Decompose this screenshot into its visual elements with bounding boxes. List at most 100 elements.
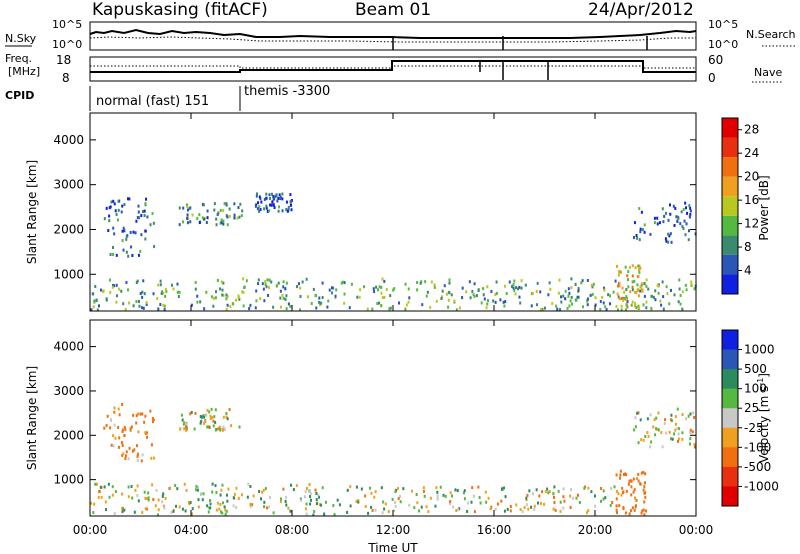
echo-cell [201, 498, 204, 502]
echo-cell [307, 295, 310, 299]
echo-cell [285, 207, 288, 211]
echo-cell [151, 417, 154, 421]
echo-cell [199, 300, 202, 304]
echo-cell [114, 209, 117, 213]
echo-cell [669, 232, 672, 236]
echo-cell [632, 490, 635, 494]
echo-cell [153, 245, 156, 249]
echo-cell [645, 284, 648, 288]
echo-cell [634, 425, 637, 429]
echo-cell [624, 308, 627, 312]
echo-cell [136, 452, 139, 456]
echo-cell [667, 232, 670, 236]
colorbar-tick-label: -500 [744, 460, 771, 474]
echo-cell [448, 278, 451, 282]
echo-cell [364, 504, 367, 508]
echo-cell [669, 288, 672, 292]
echo-cell [500, 487, 503, 491]
echo-cell [287, 506, 290, 510]
echo-cell [290, 198, 293, 202]
echo-cell [226, 499, 229, 503]
power-colorbar-block [722, 235, 738, 255]
echo-cell [666, 292, 669, 296]
echo-cell [640, 210, 643, 214]
echo-cell [433, 285, 436, 289]
echo-cell [341, 280, 344, 284]
echo-cell [123, 508, 126, 512]
echo-cell [540, 307, 543, 311]
echo-cell [225, 307, 228, 311]
echo-cell [636, 236, 639, 240]
echo-cell [266, 209, 269, 213]
echo-cell [463, 489, 466, 493]
echo-cell [110, 443, 113, 447]
echo-cell [156, 297, 159, 301]
echo-cell [252, 494, 255, 498]
echo-cell [147, 491, 150, 495]
echo-cell [569, 299, 572, 303]
echo-cell [170, 283, 173, 287]
echo-cell [593, 494, 596, 498]
echo-cell [470, 500, 473, 504]
echo-cell [558, 278, 561, 282]
echo-cell [161, 494, 164, 498]
echo-cell [618, 269, 621, 273]
velocity-colorbar-block [722, 369, 738, 390]
echo-cell [295, 484, 298, 488]
echo-cell [186, 221, 189, 225]
echo-cell [618, 297, 621, 301]
echo-cell [238, 425, 241, 429]
echo-cell [526, 493, 529, 497]
echo-cell [178, 223, 181, 227]
echo-cell [299, 295, 302, 299]
echo-cell [290, 208, 293, 212]
echo-cell [563, 499, 566, 503]
echo-cell [135, 414, 138, 418]
echo-cell [583, 486, 586, 490]
echo-cell [424, 280, 427, 284]
echo-cell [221, 427, 224, 431]
echo-cell [157, 498, 160, 502]
echo-cell [143, 214, 146, 218]
echo-cell [112, 434, 115, 438]
echo-cell [245, 279, 248, 283]
echo-cell [355, 485, 358, 489]
echo-cell [140, 233, 143, 237]
echo-cell [626, 278, 629, 282]
echo-cell [642, 303, 645, 307]
echo-cell [136, 494, 139, 498]
echo-cell [209, 499, 212, 503]
echo-cell [279, 195, 282, 199]
echo-cell [246, 495, 249, 499]
echo-cell [138, 304, 141, 308]
echo-cell [640, 511, 643, 515]
echo-cell [650, 294, 653, 298]
echo-cell [681, 307, 684, 311]
echo-cell [343, 301, 346, 305]
echo-cell [677, 300, 680, 304]
nave-trace [90, 65, 696, 69]
echo-cell [180, 413, 183, 417]
echo-cell [254, 306, 257, 310]
echo-cell [144, 414, 147, 418]
velocity-colorbar: 1000 500 100 25 -25 -100 -500 -1000 Velocity [m… [721, 329, 779, 507]
echo-cell [374, 490, 377, 494]
echo-cell [104, 500, 107, 504]
echo-cell [220, 218, 223, 222]
echo-cell [318, 495, 321, 499]
echo-cell [265, 196, 268, 200]
echo-cell [135, 444, 138, 448]
echo-cell [671, 437, 674, 441]
echo-cell [635, 290, 638, 294]
echo-cell [163, 308, 166, 312]
echo-cell [562, 506, 565, 510]
echo-cell [113, 232, 116, 236]
echo-cell [134, 488, 137, 492]
echo-cell [518, 295, 521, 299]
echo-cell [305, 277, 308, 281]
echo-cell [356, 500, 359, 504]
echo-cell [513, 288, 516, 292]
echo-cell [99, 485, 102, 489]
echo-cell [99, 288, 102, 292]
